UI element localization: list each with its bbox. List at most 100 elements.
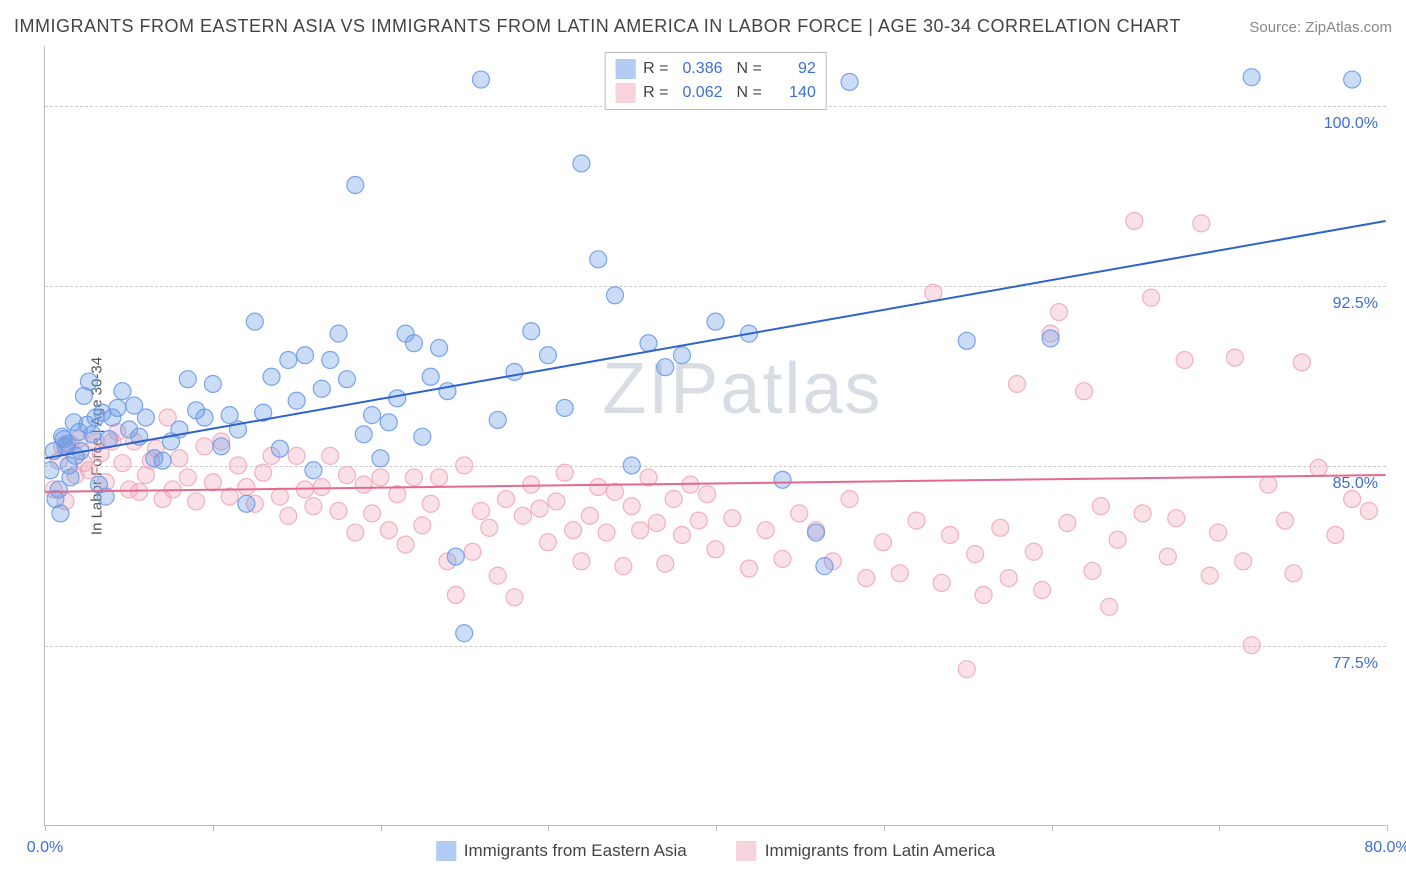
data-point [556,399,573,416]
data-point [1226,349,1243,366]
data-point [397,536,414,553]
data-point [598,524,615,541]
data-point [65,414,82,431]
data-point [196,438,213,455]
data-point [498,491,515,508]
data-point [313,380,330,397]
data-point [75,387,92,404]
data-point [57,438,74,455]
legend-bottom-item: Immigrants from Latin America [737,841,996,861]
data-point [288,392,305,409]
data-point [1243,69,1260,86]
data-point [405,335,422,352]
data-point [80,373,97,390]
data-point [126,433,143,450]
data-point [1042,325,1059,342]
legend-r-value: 0.062 [677,81,723,105]
data-point [447,548,464,565]
data-point [1344,71,1361,88]
data-point [154,491,171,508]
data-point [221,488,238,505]
data-point [657,555,674,572]
data-point [75,455,92,472]
data-point [238,495,255,512]
data-point [741,325,758,342]
data-point [255,404,272,421]
data-point [70,423,87,440]
data-point [80,462,97,479]
legend-bottom-item: Immigrants from Eastern Asia [436,841,687,861]
data-point [640,469,657,486]
data-point [565,522,582,539]
data-point [188,402,205,419]
data-point [204,474,221,491]
legend-series-name: Immigrants from Latin America [765,841,996,861]
data-point [1159,548,1176,565]
data-point [439,383,456,400]
data-point [615,558,632,575]
data-point [481,519,498,536]
legend-bottom: Immigrants from Eastern Asia Immigrants … [436,841,995,861]
data-point [1092,498,1109,515]
data-point [590,479,607,496]
data-point [674,347,691,364]
x-tick [45,825,46,831]
data-point [674,526,691,543]
data-point [523,476,540,493]
data-point [439,553,456,570]
x-tick [1052,825,1053,831]
data-point [858,570,875,587]
data-point [1285,565,1302,582]
data-point [1059,514,1076,531]
data-point [539,534,556,551]
data-point [54,438,71,455]
x-tick [884,825,885,831]
data-point [414,428,431,445]
gridline [45,286,1386,287]
data-point [389,390,406,407]
data-point [707,313,724,330]
data-point [238,479,255,496]
data-point [958,332,975,349]
data-point [389,486,406,503]
data-point [397,325,414,342]
data-point [137,467,154,484]
legend-n-value: 92 [770,57,816,81]
data-point [246,495,263,512]
data-point [514,507,531,524]
data-point [137,409,154,426]
legend-series-name: Immigrants from Eastern Asia [464,841,687,861]
data-point [447,586,464,603]
data-point [188,493,205,510]
data-point [707,541,724,558]
data-point [1193,215,1210,232]
data-point [623,498,640,515]
data-point [131,483,148,500]
legend-r-label: R = [643,57,668,81]
data-point [97,474,114,491]
data-point [632,522,649,539]
data-point [313,479,330,496]
x-tick [381,825,382,831]
data-point [967,546,984,563]
y-tick-label: 85.0% [1333,475,1378,493]
data-point [121,481,138,498]
gridline [45,646,1386,647]
data-point [1176,352,1193,369]
data-point [523,323,540,340]
data-point [1009,375,1026,392]
data-point [104,409,121,426]
data-point [1084,562,1101,579]
data-point [414,517,431,534]
data-point [97,488,114,505]
data-point [1310,459,1327,476]
data-point [606,287,623,304]
data-point [464,543,481,560]
data-point [908,512,925,529]
data-point [1076,383,1093,400]
data-point [431,340,448,357]
data-point [109,399,126,416]
data-point [126,397,143,414]
data-point [322,352,339,369]
data-point [297,481,314,498]
